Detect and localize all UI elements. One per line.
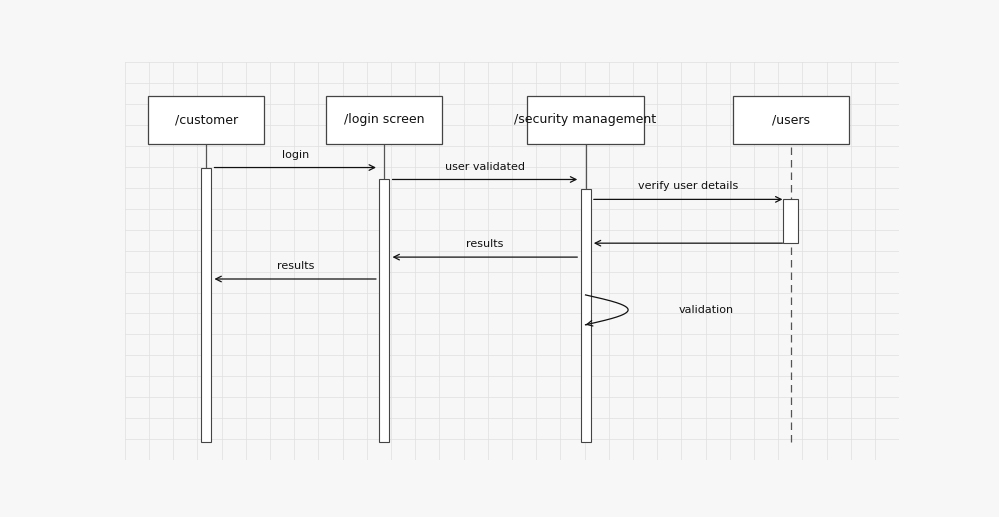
Text: /security management: /security management [514,113,656,126]
Text: /customer: /customer [175,113,238,126]
Text: results: results [277,261,314,271]
Text: results: results [467,239,503,249]
Bar [380,179,390,442]
Bar [783,200,798,243]
Bar [527,96,643,144]
Text: user validated: user validated [445,161,524,172]
Bar [580,189,590,442]
Text: /users: /users [771,113,810,126]
Bar [148,96,264,144]
Bar [201,168,211,442]
Bar [326,96,443,144]
Text: verify user details: verify user details [638,181,738,191]
Text: validation: validation [678,305,733,315]
Text: login: login [282,149,309,160]
Text: /login screen: /login screen [344,113,425,126]
Bar [732,96,849,144]
